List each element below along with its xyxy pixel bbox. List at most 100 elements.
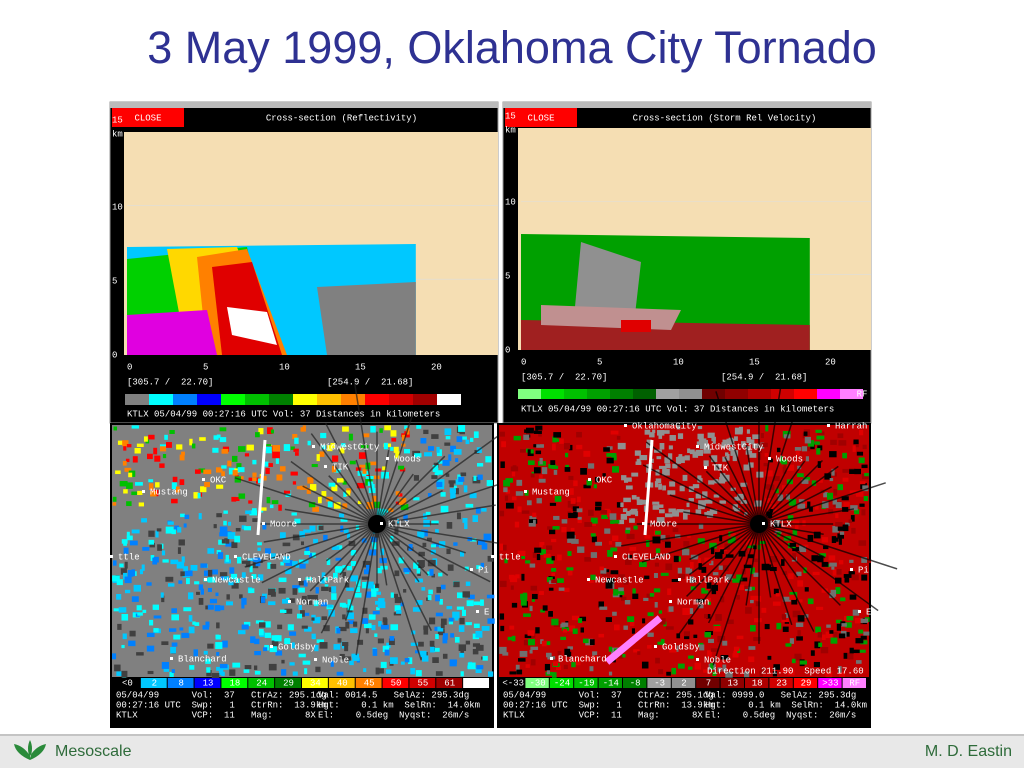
ppi-pixel <box>465 622 472 626</box>
ppi-pixel <box>193 492 199 499</box>
ppi-pixel <box>695 449 704 456</box>
ppi-pixel <box>711 436 716 442</box>
ppi-pixel <box>337 638 342 643</box>
ppi-pixel <box>292 585 301 590</box>
ppi-pixel <box>851 527 856 534</box>
ppi-pixel <box>157 544 162 551</box>
colorbar-label: 7 <box>706 678 711 688</box>
ppi-pixel <box>267 427 273 435</box>
ppi-pixel <box>289 631 297 636</box>
ppi-pixel <box>333 644 341 650</box>
ppi-pixel <box>353 621 358 627</box>
ppi-pixel <box>292 588 298 595</box>
ppi-pixel <box>774 519 780 525</box>
ppi-pixel <box>530 473 535 478</box>
ppi-pixel <box>432 465 439 473</box>
ppi-pixel <box>792 529 798 536</box>
ppi-pixel <box>378 598 385 603</box>
echo <box>621 320 651 332</box>
coord-left: [305.7 / 22.70] <box>127 377 213 387</box>
ppi-pixel <box>200 563 208 568</box>
ppi-pixel <box>456 436 463 443</box>
ppi-pixel <box>551 567 557 572</box>
ppi-pixel <box>612 611 617 616</box>
ppi-pixel <box>528 519 536 527</box>
ppi-pixel <box>794 447 802 451</box>
ppi-pixel <box>239 594 243 599</box>
ppi-pixel <box>589 666 594 672</box>
ppi-pixel <box>719 477 726 483</box>
colorbar-swatch <box>221 394 245 405</box>
ppi-pixel <box>837 524 845 531</box>
ppi-pixel <box>274 635 282 642</box>
ppi-pixel <box>675 456 681 464</box>
ppi-pixel <box>124 589 131 594</box>
ppi-pixel <box>817 631 823 638</box>
ppi-pixel <box>658 465 667 469</box>
ppi-pixel <box>583 484 591 489</box>
ppi-pixel <box>698 523 704 529</box>
status-value: Val: 0014.5 SelAz: 295.3dg <box>318 690 469 700</box>
ppi-pixel <box>362 607 368 614</box>
ppi-pixel <box>500 625 505 632</box>
ppi-pixel <box>472 515 479 523</box>
ppi-pixel <box>138 502 145 507</box>
ppi-pixel <box>688 497 694 502</box>
ppi-pixel <box>707 650 712 657</box>
ppi-pixel <box>303 580 308 587</box>
ppi-pixel <box>713 625 722 632</box>
ppi-pixel <box>664 457 670 464</box>
ppi-pixel <box>859 481 866 485</box>
ppi-pixel <box>553 661 559 666</box>
place-label: Newcastle <box>595 575 644 585</box>
ppi-pixel <box>225 554 229 562</box>
ppi-pixel <box>750 567 755 575</box>
ppi-pixel <box>632 593 639 600</box>
radial <box>376 523 422 661</box>
ppi-pixel <box>745 607 752 614</box>
ppi-pixel <box>693 634 698 639</box>
ppi-pixel <box>112 496 117 502</box>
ppi-pixel <box>321 572 326 579</box>
ppi-pixel <box>339 653 345 660</box>
ppi-pixel <box>807 534 814 542</box>
ppi-pixel <box>550 460 556 466</box>
ppi-pixel <box>838 538 842 545</box>
place-label: OKC <box>210 475 227 485</box>
ppi-pixel <box>278 577 287 583</box>
close-button[interactable] <box>112 108 184 127</box>
ppi-pixel <box>457 592 465 599</box>
ppi-pixel <box>668 606 674 612</box>
ppi-pixel <box>272 451 280 459</box>
ppi-pixel <box>504 558 508 564</box>
ppi-pixel <box>835 502 842 509</box>
x-tick-label: 20 <box>825 357 836 367</box>
ppi-pixel <box>247 558 254 562</box>
ppi-pixel <box>257 542 262 546</box>
ppi-pixel <box>485 456 492 463</box>
ppi-pixel <box>413 497 420 501</box>
ppi-pixel <box>772 601 781 606</box>
ppi-pixel <box>165 576 174 582</box>
ppi-pixel <box>379 428 383 433</box>
ppi-pixel <box>702 491 708 498</box>
radial <box>758 486 832 525</box>
close-button[interactable] <box>505 108 577 127</box>
ppi-pixel <box>740 482 748 487</box>
ppi-pixel <box>704 512 711 516</box>
ppi-pixel <box>292 561 298 567</box>
ppi-pixel <box>749 453 757 458</box>
ppi-pixel <box>863 631 870 636</box>
ppi-pixel <box>623 625 628 630</box>
ppi-pixel <box>733 508 741 512</box>
ppi-pixel <box>682 608 690 616</box>
ppi-pixel <box>733 650 738 658</box>
ppi-pixel <box>697 604 704 609</box>
ppi-pixel <box>226 594 230 600</box>
ppi-pixel <box>225 542 233 547</box>
ppi-pixel <box>750 599 754 604</box>
colorbar-swatch <box>587 389 610 399</box>
colorbar-swatch <box>221 678 248 688</box>
place-marker <box>614 555 617 558</box>
ppi-pixel <box>119 481 128 487</box>
